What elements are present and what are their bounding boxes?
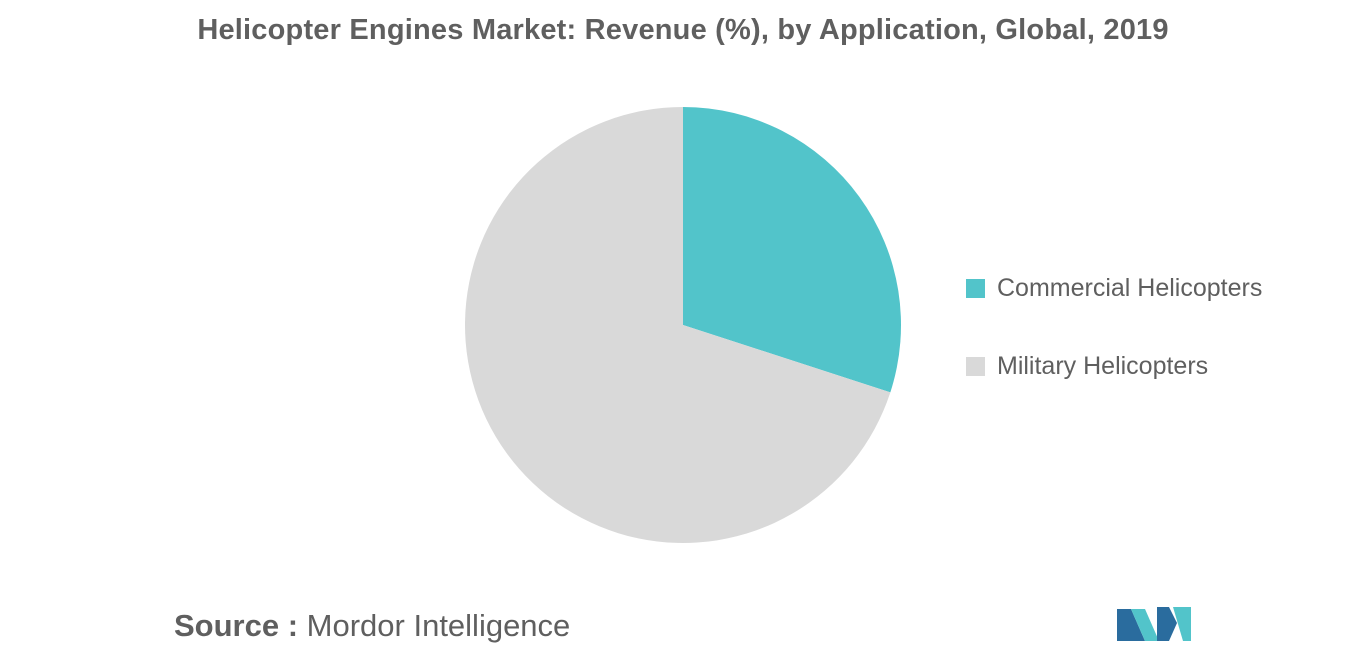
legend: Commercial Helicopters Military Helicopt…	[966, 270, 1262, 426]
legend-item-military: Military Helicopters	[966, 348, 1262, 384]
source-text: Mordor Intelligence	[306, 608, 571, 643]
logo-shape-right-a	[1157, 607, 1177, 641]
legend-label-military: Military Helicopters	[997, 351, 1209, 380]
pie-slices	[465, 107, 902, 543]
logo-shape-right-b	[1173, 607, 1191, 641]
pie-slice-commercial	[683, 107, 902, 393]
legend-label-commercial: Commercial Helicopters	[997, 273, 1263, 302]
source-note: Source : Mordor Intelligence	[174, 608, 570, 644]
legend-item-commercial: Commercial Helicopters	[966, 270, 1262, 306]
chart-title: Helicopter Engines Market: Revenue (%), …	[197, 14, 1169, 46]
mordor-intelligence-logo-icon	[1117, 607, 1191, 641]
logo-shape-mid	[1131, 609, 1159, 641]
pie-chart	[465, 107, 902, 543]
legend-swatch-commercial	[966, 278, 985, 298]
legend-swatch-military	[966, 356, 985, 376]
source-label: Source :	[174, 608, 299, 643]
logo-shape-left	[1117, 609, 1145, 641]
pie-slice-military	[465, 107, 891, 543]
